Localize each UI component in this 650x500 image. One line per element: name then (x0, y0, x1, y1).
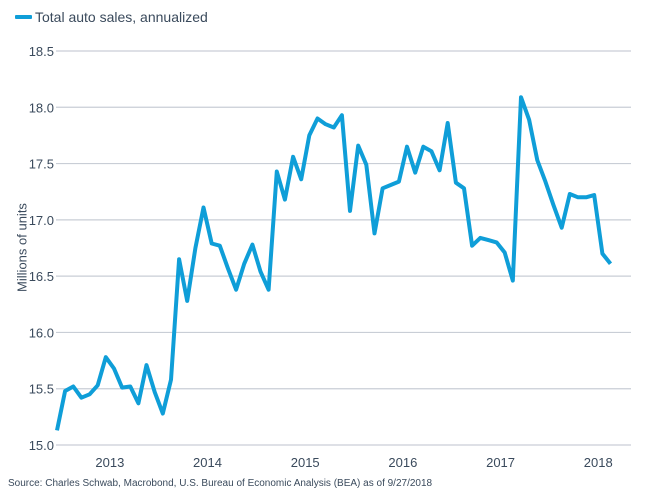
y-tick-label: 18.5 (29, 44, 54, 59)
x-tick-label: 2018 (584, 455, 613, 470)
y-tick-label: 15.0 (29, 438, 54, 453)
x-tick-label: 2015 (291, 455, 320, 470)
x-tick-label: 2013 (95, 455, 124, 470)
x-tick-label: 2017 (486, 455, 515, 470)
y-tick-label: 16.5 (29, 269, 54, 284)
series-line (55, 95, 613, 431)
series-lines (55, 95, 613, 431)
y-tick-label: 17.0 (29, 213, 54, 228)
legend: Total auto sales, annualized (15, 9, 208, 25)
y-tick-label: 16.0 (29, 325, 54, 340)
y-tick-label: 15.5 (29, 382, 54, 397)
x-tick-label: 2016 (388, 455, 417, 470)
y-tick-label: 17.5 (29, 157, 54, 172)
legend-label: Total auto sales, annualized (35, 9, 208, 25)
x-tick-label: 2014 (193, 455, 222, 470)
source-note: Source: Charles Schwab, Macrobond, U.S. … (8, 478, 433, 489)
x-tick-labels: 2013 2014 2015 2016 2017 2018 (95, 455, 612, 470)
y-tick-labels: 15.0 15.5 16.0 16.5 17.0 17.5 18.0 18.5 (29, 44, 54, 453)
line-chart: 15.015.516.016.517.017.518.018.5 2013 201… (29, 44, 631, 470)
y-tick-label: 18.0 (29, 100, 54, 115)
legend-swatch (15, 15, 32, 19)
